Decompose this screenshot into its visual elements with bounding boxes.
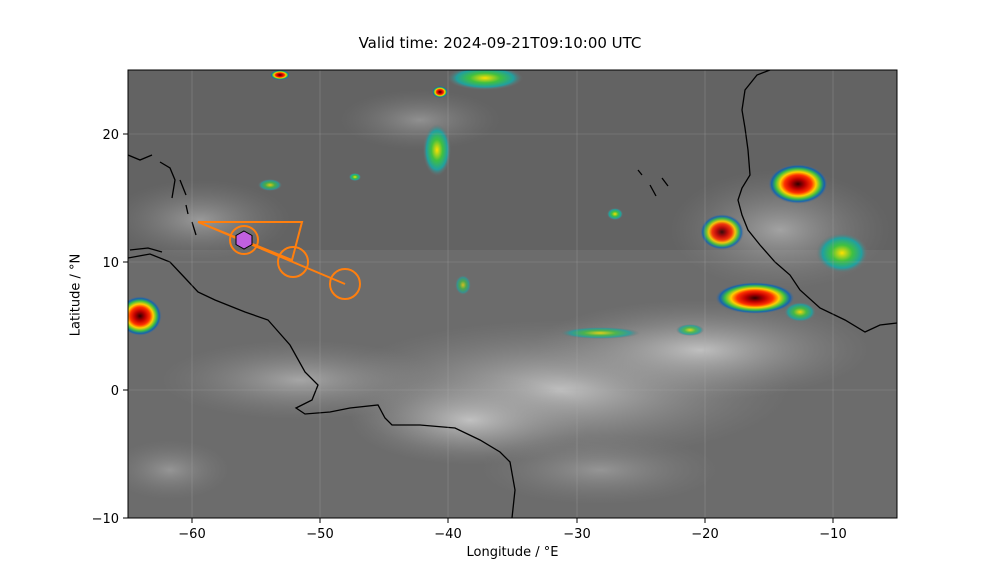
x-axis-label: Longitude / °E [466, 545, 559, 560]
track-circle-1 [229, 225, 259, 255]
y-tick-label: −10 [92, 512, 119, 527]
x-tick-label: −20 [691, 527, 718, 542]
y-tick-marks [123, 133, 128, 519]
track-circle-3 [329, 268, 361, 300]
storm-position-hexagon-icon [235, 230, 253, 250]
y-tick-label: 20 [102, 128, 119, 143]
x-tick-label: −60 [178, 527, 205, 542]
y-axis-label: Latitude / °N [68, 253, 84, 337]
forecast-track [197, 221, 361, 300]
x-tick-label: −10 [819, 527, 846, 542]
x-tick-marks [191, 518, 834, 523]
y-tick-label: 10 [102, 256, 119, 271]
satellite-imagery [128, 70, 897, 518]
y-tick-label: 0 [111, 384, 119, 399]
x-tick-label: −50 [306, 527, 333, 542]
axes-frame [127, 69, 898, 519]
track-circle-2 [277, 246, 309, 278]
x-tick-label: −40 [434, 527, 461, 542]
coastlines [128, 70, 897, 518]
x-tick-label: −30 [563, 527, 590, 542]
gridlines [128, 70, 897, 518]
plot-title: Valid time: 2024-09-21T09:10:00 UTC [358, 34, 642, 52]
